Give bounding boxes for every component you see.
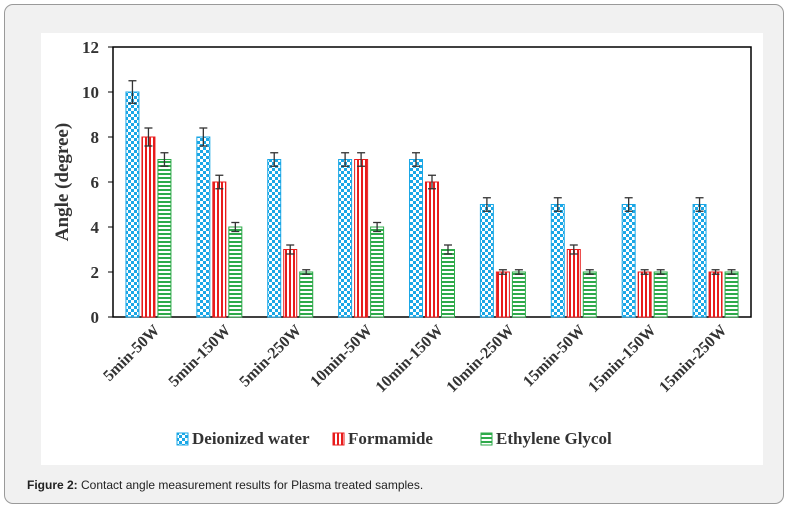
legend-swatch <box>480 432 493 446</box>
bar <box>637 271 652 318</box>
chart-panel: 0 2 4 6 8 10 12 Angle (degree) 5min-50W 5min-150W… <box>41 33 763 465</box>
y-tick-label: 12 <box>82 38 99 57</box>
bar <box>495 271 510 318</box>
x-tick-label: 15min-250W <box>656 322 730 396</box>
bar <box>621 204 636 318</box>
legend-swatch <box>332 432 345 446</box>
bar <box>370 226 385 318</box>
y-tick-label: 4 <box>91 218 100 237</box>
figure-frame: 0 2 4 6 8 10 12 Angle (degree) 5min-50W 5min-150W… <box>4 4 784 504</box>
x-tick-label: 15min-50W <box>520 322 589 391</box>
y-tick-label: 6 <box>91 173 100 192</box>
bar <box>157 159 172 318</box>
x-tick-label: 10min-150W <box>373 322 447 396</box>
caption-text: Contact angle measurement results for Pl… <box>77 478 424 492</box>
y-tick-label: 8 <box>91 128 100 147</box>
legend-swatch <box>176 432 189 446</box>
x-tick-label: 5min-250W <box>236 322 305 391</box>
legend-label: Deionized water <box>192 429 310 448</box>
y-axis-label: Angle (degree) <box>52 123 73 241</box>
y-tick-label: 0 <box>91 308 100 327</box>
y-tick-label: 10 <box>82 83 99 102</box>
bar <box>441 249 455 318</box>
y-tick-label: 2 <box>91 263 100 282</box>
bar <box>196 136 211 318</box>
legend-label: Ethylene Glycol <box>496 429 612 448</box>
x-tick-label: 5min-150W <box>166 322 235 391</box>
bar <box>338 159 353 318</box>
bar-chart: 0 2 4 6 8 10 12 Angle (degree) 5min-50W 5min-150W… <box>52 38 752 448</box>
bar <box>141 136 156 318</box>
figure-caption: Figure 2: Contact angle measurement resu… <box>27 478 767 492</box>
bar <box>425 181 439 318</box>
bar <box>299 271 314 318</box>
legend-label: Formamide <box>348 429 433 448</box>
bar <box>566 249 581 318</box>
bar <box>354 159 369 318</box>
bar <box>267 159 282 318</box>
bar <box>479 204 494 318</box>
bar <box>708 271 723 318</box>
bar <box>125 91 140 318</box>
bar <box>692 204 707 318</box>
bar <box>653 271 668 318</box>
bar <box>550 204 565 318</box>
bar <box>283 249 298 318</box>
bar <box>212 181 227 318</box>
x-tick-label: 10min-50W <box>307 322 376 391</box>
bar <box>228 226 243 318</box>
bar <box>724 271 739 318</box>
x-tick-label: 15min-150W <box>585 322 659 396</box>
x-tick-label: 10min-250W <box>443 322 517 396</box>
caption-label: Figure 2: <box>27 478 78 492</box>
x-tick-label: 5min-50W <box>100 322 163 385</box>
bar <box>409 159 423 318</box>
bar <box>582 271 597 318</box>
bar <box>511 271 526 318</box>
